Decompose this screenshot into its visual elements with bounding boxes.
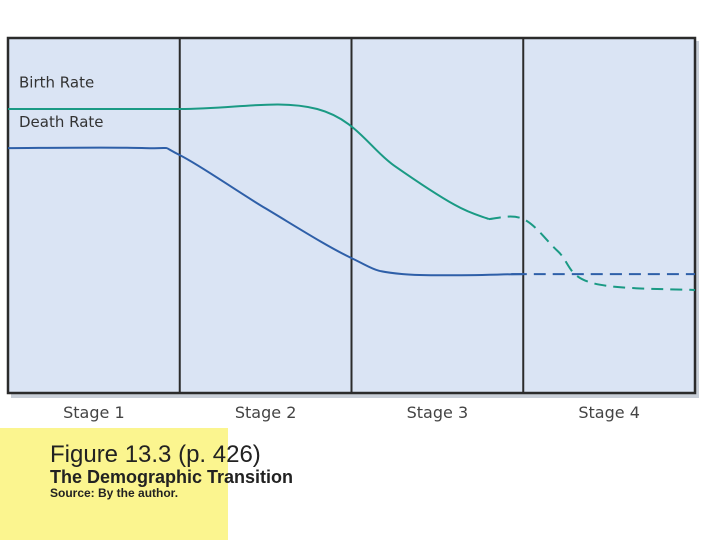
figure-source: Source: By the author. bbox=[50, 486, 179, 500]
figure-title: Figure 13.3 (p. 426) bbox=[50, 441, 261, 468]
figure-subtitle: The Demographic Transition bbox=[50, 467, 294, 487]
series-layer bbox=[7, 103, 696, 292]
stage-label-1: Stage 1 bbox=[63, 403, 125, 422]
birth-rate-label: Birth Rate bbox=[19, 74, 94, 92]
birth-rate-line bbox=[8, 103, 490, 221]
stage-label-3: Stage 3 bbox=[407, 403, 469, 422]
stage-label-4: Stage 4 bbox=[578, 403, 640, 422]
stage-dividers bbox=[178, 38, 525, 393]
caption-highlight bbox=[0, 428, 228, 540]
stage-labels: Stage 1 Stage 2 Stage 3 Stage 4 bbox=[63, 403, 640, 422]
series-labels: Birth Rate Death Rate bbox=[19, 74, 104, 131]
stage-label-2: Stage 2 bbox=[235, 403, 297, 422]
birth-rate-projected-line bbox=[488, 215, 696, 292]
death-rate-line bbox=[7, 146, 524, 277]
death-rate-label: Death Rate bbox=[19, 113, 104, 131]
